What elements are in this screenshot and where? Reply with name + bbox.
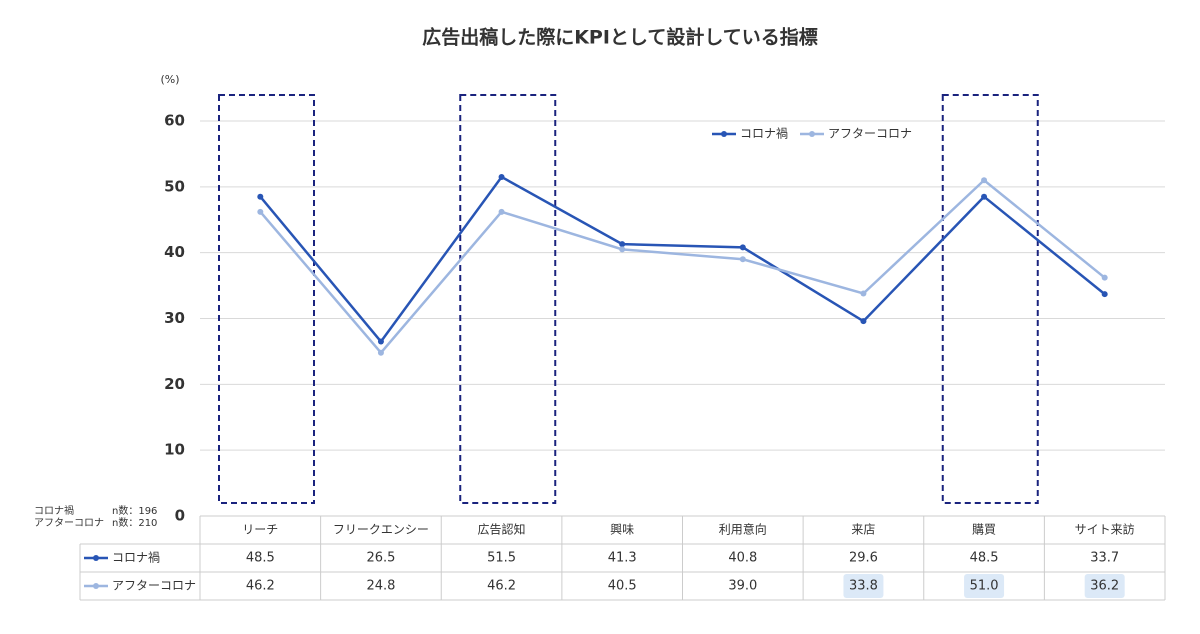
data-point	[860, 290, 867, 297]
data-point	[257, 193, 264, 200]
data-point	[619, 241, 626, 248]
y-tick-label: 40	[164, 243, 185, 261]
data-point	[1101, 274, 1108, 281]
cell-highlight	[843, 574, 884, 598]
table-value: 48.5	[246, 551, 275, 566]
x-tick-label: 興味	[610, 523, 634, 537]
table-value: 51.0	[970, 579, 999, 594]
x-tick-label: フリークエンシー	[333, 523, 429, 537]
data-point	[377, 349, 384, 356]
highlight-box	[941, 94, 1039, 504]
data-point	[1101, 291, 1108, 298]
data-point	[981, 177, 988, 184]
table-value: 51.5	[487, 551, 516, 566]
legend-label: コロナ禍	[740, 126, 788, 141]
data-point	[377, 338, 384, 345]
highlight-box	[459, 94, 557, 504]
chart-title: 広告出稿した際にKPIとして設計している指標	[422, 26, 818, 49]
data-point	[981, 193, 988, 200]
y-tick-label: 10	[164, 441, 185, 459]
table-row-label: コロナ禍	[112, 550, 160, 565]
table-value: 29.6	[849, 551, 878, 566]
series-line	[259, 175, 1106, 344]
table-row-label: アフターコロナ	[112, 579, 196, 593]
data-point	[257, 208, 264, 215]
y-tick-label: 60	[164, 112, 185, 130]
sample-note: アフターコロナ	[34, 517, 104, 529]
table-value: 41.3	[608, 551, 637, 566]
data-point	[739, 244, 746, 251]
data-point	[498, 208, 505, 215]
data-point	[739, 256, 746, 263]
legend-label: アフターコロナ	[828, 127, 912, 141]
legend-marker	[809, 131, 815, 137]
data-point	[860, 318, 867, 325]
cell-highlight	[964, 574, 1005, 598]
x-tick-label: 購買	[972, 523, 996, 537]
x-tick-label: リーチ	[242, 523, 278, 537]
table-value: 33.7	[1090, 551, 1119, 566]
table-value: 33.8	[849, 579, 878, 594]
table-legend-marker	[93, 555, 99, 561]
y-tick-label: 50	[164, 177, 185, 195]
x-tick-label: 来店	[851, 523, 875, 537]
series-line	[259, 178, 1106, 355]
legend-marker	[721, 131, 727, 137]
highlight-box	[218, 94, 315, 504]
data-point	[498, 173, 505, 180]
table-legend-marker	[93, 583, 99, 589]
table-value: 24.8	[366, 579, 395, 594]
x-tick-label: 広告認知	[478, 522, 526, 537]
table-value: 48.5	[970, 551, 999, 566]
table-value: 40.8	[728, 551, 757, 566]
table-value: 26.5	[366, 551, 395, 566]
y-tick-label: 20	[164, 375, 185, 393]
sample-note: コロナ禍	[34, 504, 74, 517]
table-value: 46.2	[487, 579, 516, 594]
data-point	[619, 246, 626, 253]
x-tick-label: 利用意向	[719, 522, 767, 537]
table-value: 40.5	[608, 579, 637, 594]
y-axis-label: (%)	[160, 73, 179, 86]
sample-note: n数：210	[112, 516, 157, 529]
x-tick-label: サイト来訪	[1075, 522, 1135, 537]
cell-highlight	[1084, 574, 1125, 598]
sample-note: n数：196	[112, 504, 157, 517]
y-tick-label: 0	[175, 507, 185, 525]
table-value: 39.0	[728, 579, 757, 594]
y-tick-label: 30	[164, 309, 185, 327]
table-value: 46.2	[246, 579, 275, 594]
table-value: 36.2	[1090, 579, 1119, 594]
